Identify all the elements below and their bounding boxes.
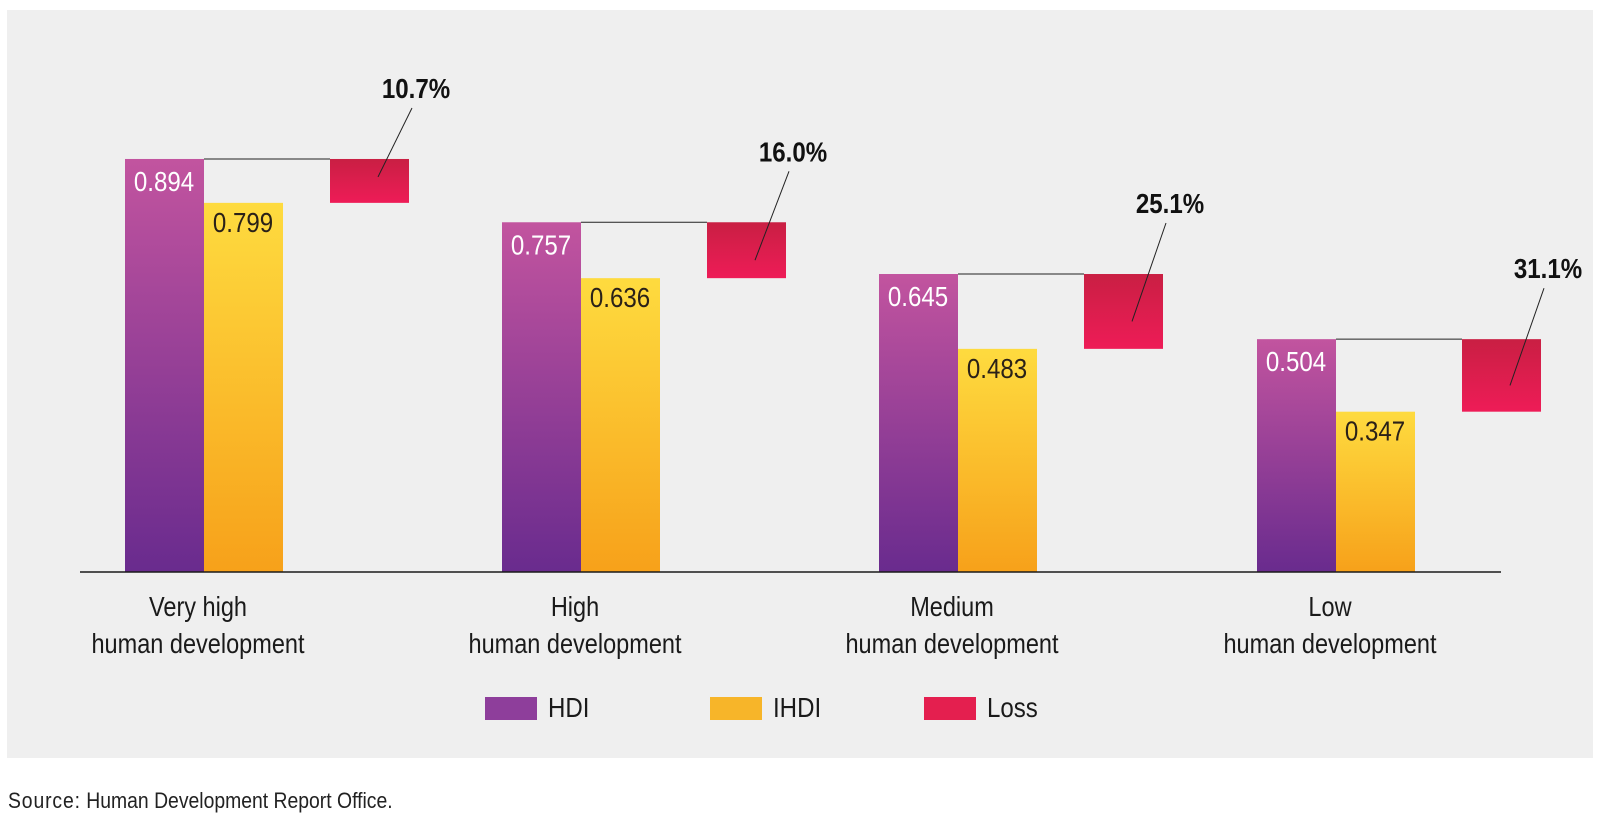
bar-ihdi-1 [581, 278, 660, 572]
category-label-line1-1: High [551, 592, 599, 622]
ihdi-value-label-3: 0.347 [1345, 415, 1405, 447]
loss-percent-label-0: 10.7% [382, 72, 450, 104]
bar-ihdi-2 [958, 348, 1037, 572]
bar-loss-0 [330, 158, 409, 203]
loss-leader-line-0 [377, 107, 413, 178]
loss-percent-label-1: 16.0% [759, 136, 827, 168]
loss-leader-line-3 [1509, 287, 1545, 386]
legend-label-ihdi: IHDI [773, 691, 821, 723]
legend-label-hdi: HDI [548, 691, 589, 723]
bar-loss-3 [1462, 339, 1541, 412]
source-label: Source: [8, 788, 81, 813]
bar-ihdi-3 [1336, 411, 1415, 572]
legend-label-loss: Loss [987, 691, 1038, 723]
hdi-value-label-0: 0.894 [134, 165, 194, 197]
legend-swatch-loss [924, 697, 976, 720]
bar-loss-1 [707, 222, 786, 279]
ihdi-value-label-0: 0.799 [213, 206, 273, 238]
category-label-line2-3: human development [1223, 629, 1436, 659]
loss-percent-label-2: 25.1% [1136, 187, 1204, 219]
category-label-line1-2: Medium [910, 592, 994, 622]
category-label-line2-0: human development [91, 629, 304, 659]
chart-panel: 0.894 0.799 10.7% Very high human developmen… [7, 10, 1593, 758]
ihdi-value-label-2: 0.483 [967, 352, 1027, 384]
source-note: Source: Human Development Report Office. [8, 788, 393, 814]
source-text: Human Development Report Office. [86, 788, 393, 813]
hdi-value-label-2: 0.645 [888, 280, 948, 312]
bar-hdi-0 [125, 158, 204, 573]
legend: HDI IHDI Loss [485, 691, 1038, 723]
bars-layer [125, 158, 1541, 573]
category-label-line1-0: Very high [149, 592, 247, 622]
chart-svg: 0.894 0.799 10.7% Very high human developmen… [80, 72, 1582, 723]
hdi-value-label-3: 0.504 [1266, 345, 1326, 377]
category-label-line1-3: Low [1308, 592, 1351, 622]
category-label-line2-2: human development [845, 629, 1058, 659]
category-label-line2-1: human development [468, 629, 681, 659]
legend-swatch-hdi [485, 697, 537, 720]
hdi-value-label-1: 0.757 [511, 229, 571, 261]
ihdi-value-label-1: 0.636 [590, 281, 650, 313]
loss-leader-line-2 [1131, 222, 1167, 322]
bar-hdi-2 [879, 274, 958, 572]
bar-hdi-3 [1257, 339, 1336, 572]
loss-leader-line-1 [754, 171, 790, 261]
loss-percent-label-3: 31.1% [1514, 252, 1582, 284]
labels-layer: 0.894 0.799 10.7% Very high human developmen… [91, 72, 1582, 659]
bar-loss-2 [1084, 274, 1163, 349]
bar-hdi-1 [502, 222, 581, 573]
legend-swatch-ihdi [710, 697, 762, 720]
bar-ihdi-0 [204, 202, 283, 572]
